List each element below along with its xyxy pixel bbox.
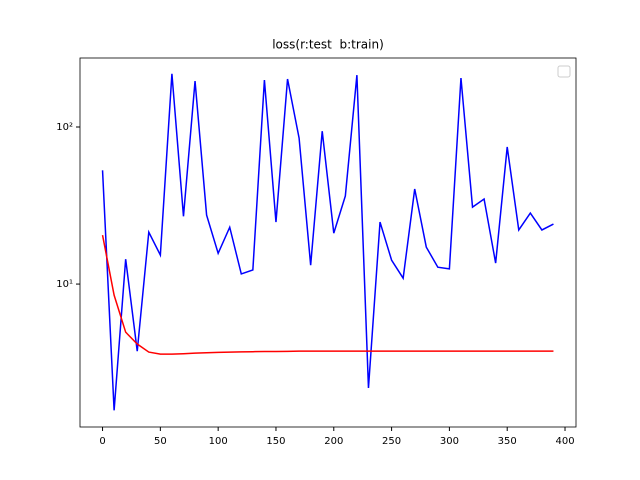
y-tick-label: 10² <box>56 122 73 133</box>
legend <box>557 65 571 78</box>
x-tick-label: 300 <box>440 436 459 447</box>
x-tick-label: 250 <box>382 436 401 447</box>
x-tick-label: 0 <box>99 436 105 447</box>
line-series <box>101 73 554 411</box>
chart-title: loss(r:test b:train) <box>272 38 384 52</box>
x-tick-label: 350 <box>498 436 517 447</box>
line-series <box>101 234 554 355</box>
y-tick-label: 10¹ <box>56 279 73 290</box>
x-tick-label: 400 <box>555 436 574 447</box>
x-tick-label: 150 <box>266 436 285 447</box>
x-tick-label: 100 <box>209 436 228 447</box>
x-tick-label: 200 <box>324 436 343 447</box>
plot-frame <box>79 57 577 428</box>
x-tick-label: 50 <box>154 436 167 447</box>
